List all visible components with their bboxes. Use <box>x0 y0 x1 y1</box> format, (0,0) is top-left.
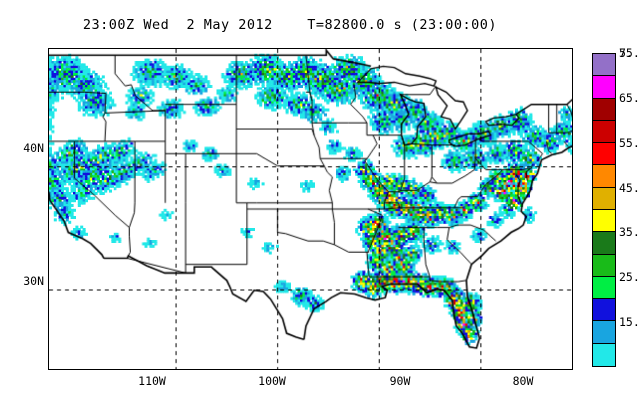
page-title: 23:00Z Wed 2 May 2012 T=82800.0 s (23:00… <box>82 17 498 33</box>
x-tick-label: 80W <box>512 374 534 388</box>
colorbar-cell <box>593 54 615 77</box>
colorbar-cell <box>593 143 615 166</box>
colorbar-cell <box>593 98 615 121</box>
colorbar-cell <box>593 299 615 322</box>
colorbar-cell <box>593 276 615 300</box>
colorbar-cell <box>593 254 615 277</box>
colorbar-tick-label: 25. <box>619 270 640 285</box>
colorbar <box>592 53 616 367</box>
y-tick-label: 40N <box>23 141 44 155</box>
colorbar-cell <box>593 165 615 188</box>
colorbar-cell <box>593 321 615 344</box>
colorbar-cell <box>593 76 615 99</box>
y-tick-label: 30N <box>23 274 44 288</box>
latlon-gridlines <box>49 49 572 369</box>
colorbar-cell <box>593 343 615 366</box>
x-tick-label: 100W <box>258 374 286 388</box>
x-tick-label: 110W <box>138 374 166 388</box>
colorbar-tick-label: 65. <box>619 90 640 105</box>
colorbar-cell <box>593 187 615 210</box>
colorbar-tick-label: 55. <box>619 135 640 150</box>
colorbar-cell <box>593 120 615 144</box>
colorbar-tick-label: 35. <box>619 225 640 240</box>
colorbar-cell <box>593 232 615 255</box>
colorbar-cell <box>593 209 615 233</box>
radar-map-plot <box>48 48 573 370</box>
colorbar-tick-label: 15. <box>619 315 640 330</box>
colorbar-tick-label: 5. <box>619 46 633 60</box>
colorbar-tick-label: 45. <box>619 180 640 195</box>
x-tick-label: 90W <box>389 374 411 388</box>
colorbar-tick-label: 75. <box>619 46 640 60</box>
